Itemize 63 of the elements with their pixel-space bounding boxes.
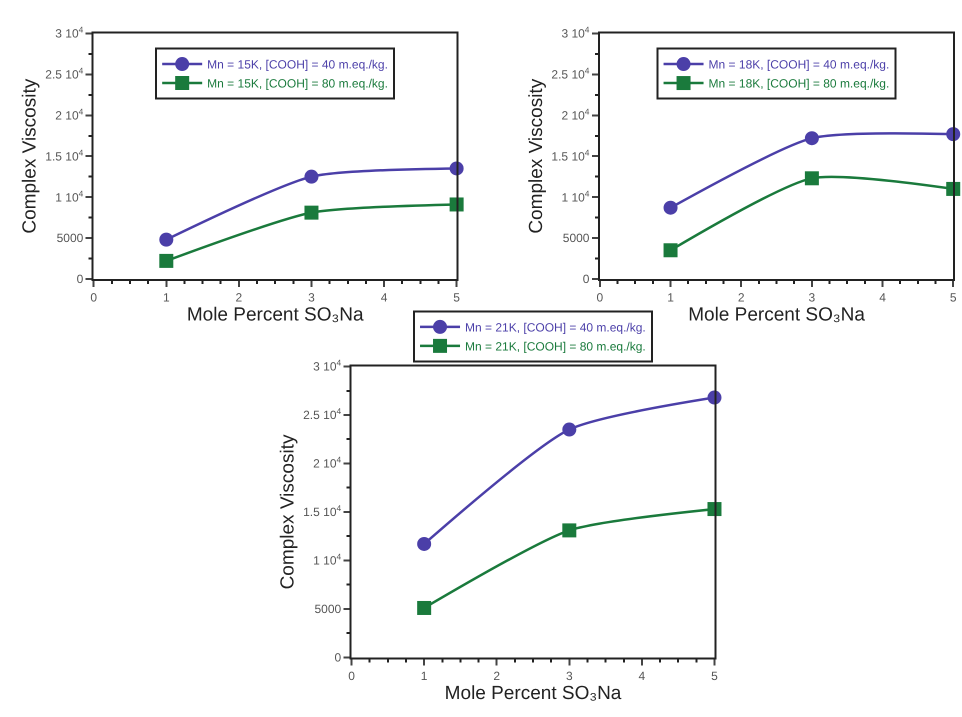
point bbox=[159, 254, 174, 268]
point bbox=[159, 232, 174, 247]
y-tick-label: 1.5 10$^{4}$ bbox=[551, 147, 590, 164]
y-tick-label: 0 bbox=[334, 650, 342, 665]
point bbox=[562, 523, 576, 538]
y-tick-label: 0 bbox=[582, 272, 590, 286]
x-tick-label: 1 bbox=[162, 290, 170, 304]
y-tick-label: 3 10$^{4}$ bbox=[561, 24, 590, 41]
point bbox=[804, 171, 819, 186]
x-tick-label: 5 bbox=[453, 290, 460, 304]
x-tick-label: 2 bbox=[493, 668, 500, 683]
legend-label: Mn = 15K, [COOH] = 40 m.eq./kg. bbox=[207, 58, 388, 72]
y-tick-label: 5000 bbox=[562, 231, 590, 246]
y-tick-label: 2.5 10$^{4}$ bbox=[45, 66, 84, 82]
point bbox=[417, 600, 432, 615]
x-tick-label: 2 bbox=[236, 290, 243, 304]
y-tick-label: 3 10$^{4}$ bbox=[313, 358, 342, 374]
y-axis-title: Complex Viscosity bbox=[277, 434, 298, 590]
x-tick-label: 1 bbox=[420, 668, 428, 683]
point bbox=[804, 131, 819, 146]
y-axis-title: Complex Viscosity bbox=[526, 78, 547, 234]
y-tick-label: 5000 bbox=[56, 231, 84, 246]
y-axis-title: Complex Viscosity bbox=[20, 78, 41, 234]
legend-label: Mn = 18K, [COOH] = 80 m.eq./kg. bbox=[708, 76, 890, 91]
x-axis-title: Mole Percent SO₃Na bbox=[444, 682, 622, 704]
legend-label: Mn = 18K, [COOH] = 40 m.eq./kg. bbox=[708, 58, 890, 72]
y-tick-label: 0 bbox=[76, 272, 84, 286]
x-axis-title: Mole Percent SO₃Na bbox=[688, 304, 866, 326]
x-tick-label: 4 bbox=[638, 668, 646, 683]
y-tick-label: 2 10$^{4}$ bbox=[561, 106, 590, 123]
x-tick-label: 5 bbox=[711, 668, 718, 683]
x-tick-label: 1 bbox=[667, 290, 674, 304]
y-tick-label: 5000 bbox=[314, 602, 342, 616]
x-tick-label: 3 bbox=[566, 668, 573, 683]
x-tick-label: 3 bbox=[308, 290, 316, 304]
point bbox=[417, 536, 432, 551]
y-tick-label: 1 10$^{4}$ bbox=[55, 188, 84, 204]
x-tick-label: 2 bbox=[738, 290, 745, 304]
y-tick-label: 2.5 10$^{4}$ bbox=[303, 406, 342, 422]
y-tick-label: 2.5 10$^{4}$ bbox=[551, 66, 590, 82]
point bbox=[664, 243, 678, 258]
x-tick-label: 0 bbox=[348, 668, 356, 683]
y-tick-label: 1.5 10$^{4}$ bbox=[45, 147, 84, 164]
x-tick-label: 3 bbox=[808, 290, 816, 304]
y-tick-label: 1 10$^{4}$ bbox=[313, 552, 342, 568]
x-axis-title: Mole Percent SO₃Na bbox=[186, 304, 364, 326]
point bbox=[664, 200, 678, 215]
x-tick-label: 0 bbox=[596, 290, 604, 304]
y-tick-label: 2 10$^{4}$ bbox=[55, 106, 84, 123]
y-tick-label: 3 10$^{4}$ bbox=[55, 24, 84, 41]
y-tick-label: 1.5 10$^{4}$ bbox=[303, 503, 342, 520]
x-tick-label: 4 bbox=[380, 290, 388, 304]
x-tick-label: 5 bbox=[950, 290, 957, 304]
x-tick-label: 0 bbox=[90, 290, 98, 304]
y-tick-label: 1 10$^{4}$ bbox=[561, 188, 590, 204]
point bbox=[304, 206, 318, 220]
x-tick-label: 4 bbox=[879, 290, 886, 304]
point bbox=[304, 170, 318, 184]
point bbox=[562, 422, 576, 437]
legend-label: Mn = 21K, [COOH] = 80 m.eq./kg. bbox=[465, 340, 646, 354]
y-tick-label: 2 10$^{4}$ bbox=[313, 454, 342, 471]
legend-label: Mn = 21K, [COOH] = 40 m.eq./kg. bbox=[465, 320, 646, 335]
legend-label: Mn = 15K, [COOH] = 80 m.eq./kg. bbox=[207, 76, 388, 91]
